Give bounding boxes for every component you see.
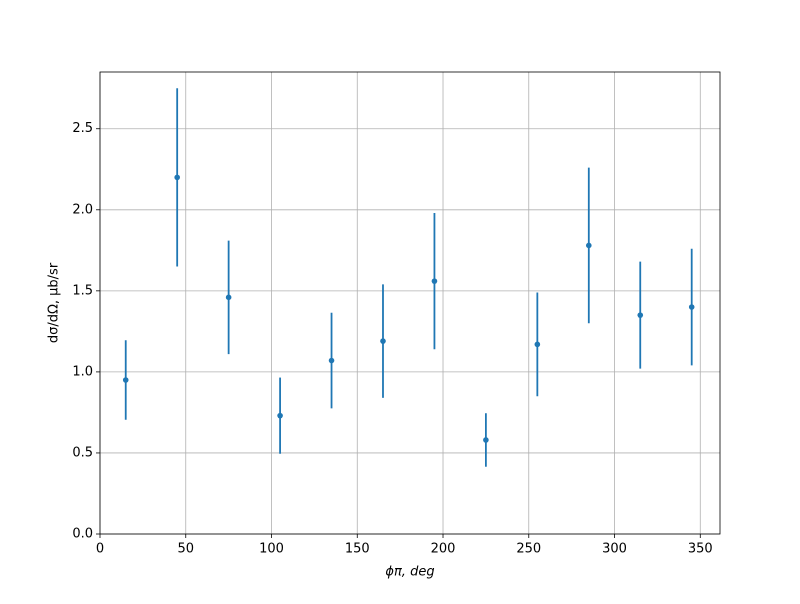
data-point — [122, 377, 129, 383]
x-tick-label: 100 — [259, 542, 284, 557]
x-tick-label: 150 — [345, 542, 370, 557]
x-tick-label: 350 — [688, 542, 713, 557]
data-point — [380, 338, 386, 344]
data-point — [431, 278, 438, 284]
y-axis-label: dσ/dΩ, μb/sr — [47, 262, 62, 343]
y-tick-label: 1.0 — [72, 364, 93, 379]
plot-frame — [99, 71, 721, 535]
y-tick-label: 0.0 — [72, 527, 93, 542]
data-point — [277, 412, 283, 419]
y-tick-label: 2.0 — [72, 202, 93, 217]
x-tick-label: 0 — [96, 542, 104, 557]
data-point — [688, 304, 695, 310]
data-point — [483, 437, 489, 443]
data-point — [534, 341, 541, 348]
data-point — [174, 174, 180, 181]
x-tick-label: 250 — [516, 542, 541, 557]
x-tick-label: 200 — [431, 542, 456, 557]
x-tick-label: 300 — [602, 542, 627, 557]
y-tick-label: 0.5 — [72, 445, 93, 460]
x-axis-label: ϕπ, deg — [385, 565, 434, 580]
grid — [99, 72, 720, 535]
x-tick-label: 50 — [177, 542, 194, 557]
marks — [122, 88, 695, 467]
data-point — [585, 242, 592, 249]
data-point — [637, 312, 644, 318]
data-point — [225, 294, 232, 301]
y-tick-label: 2.5 — [72, 121, 93, 136]
data-point — [328, 357, 335, 364]
y-tick-label: 1.5 — [72, 283, 93, 298]
